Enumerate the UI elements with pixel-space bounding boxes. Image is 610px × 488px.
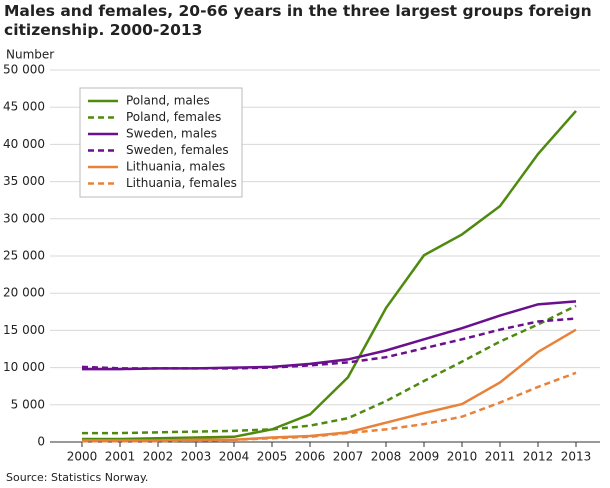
x-tick-label: 2010 (447, 450, 478, 464)
x-tick-label: 2002 (143, 450, 174, 464)
legend-box (79, 87, 243, 198)
x-tick-label: 2005 (257, 450, 288, 464)
y-axis-label: Number (6, 48, 54, 62)
y-tick-label: 40 000 (3, 137, 45, 151)
x-tick-label: 2000 (67, 450, 98, 464)
line (81, 317, 577, 370)
legend-label: Sweden, females (126, 143, 229, 157)
y-tick-label: 15 000 (3, 323, 45, 337)
x-tick-label: 2009 (409, 450, 440, 464)
x-tick-label: 2008 (371, 450, 402, 464)
x-tick-label: 2011 (485, 450, 516, 464)
y-tick-label: 45 000 (3, 100, 45, 114)
line (82, 328, 577, 442)
x-tick-label: 2006 (295, 450, 326, 464)
legend-label: Sweden, males (126, 127, 217, 141)
legend-label: Poland, males (126, 94, 210, 108)
legend-label: Lithuania, females (126, 176, 237, 190)
legend-label: Poland, females (126, 110, 221, 124)
y-tick-label: 50 000 (3, 63, 45, 77)
y-tick-label: 20 000 (3, 286, 45, 300)
y-tick-label: 5 000 (11, 397, 45, 411)
y-tick-label: 25 000 (3, 249, 45, 263)
line (82, 371, 577, 443)
x-tick-label: 2003 (181, 450, 212, 464)
line (82, 300, 577, 371)
x-tick-label: 2007 (333, 450, 364, 464)
x-tick-label: 2004 (219, 450, 250, 464)
y-tick-label: 35 000 (3, 174, 45, 188)
x-tick-label: 2013 (561, 450, 592, 464)
line (82, 110, 577, 441)
y-tick-label: 0 (37, 435, 45, 449)
legend-label: Lithuania, males (126, 160, 225, 174)
x-tick-label: 2001 (105, 450, 136, 464)
x-tick-label: 2012 (523, 450, 554, 464)
source: Source: Statistics Norway. (6, 471, 148, 484)
y-tick-label: 10 000 (3, 360, 45, 374)
y-tick-label: 30 000 (3, 211, 45, 225)
chart-title: Males and females, 20-66 years in the th… (4, 2, 592, 39)
line (82, 304, 577, 435)
